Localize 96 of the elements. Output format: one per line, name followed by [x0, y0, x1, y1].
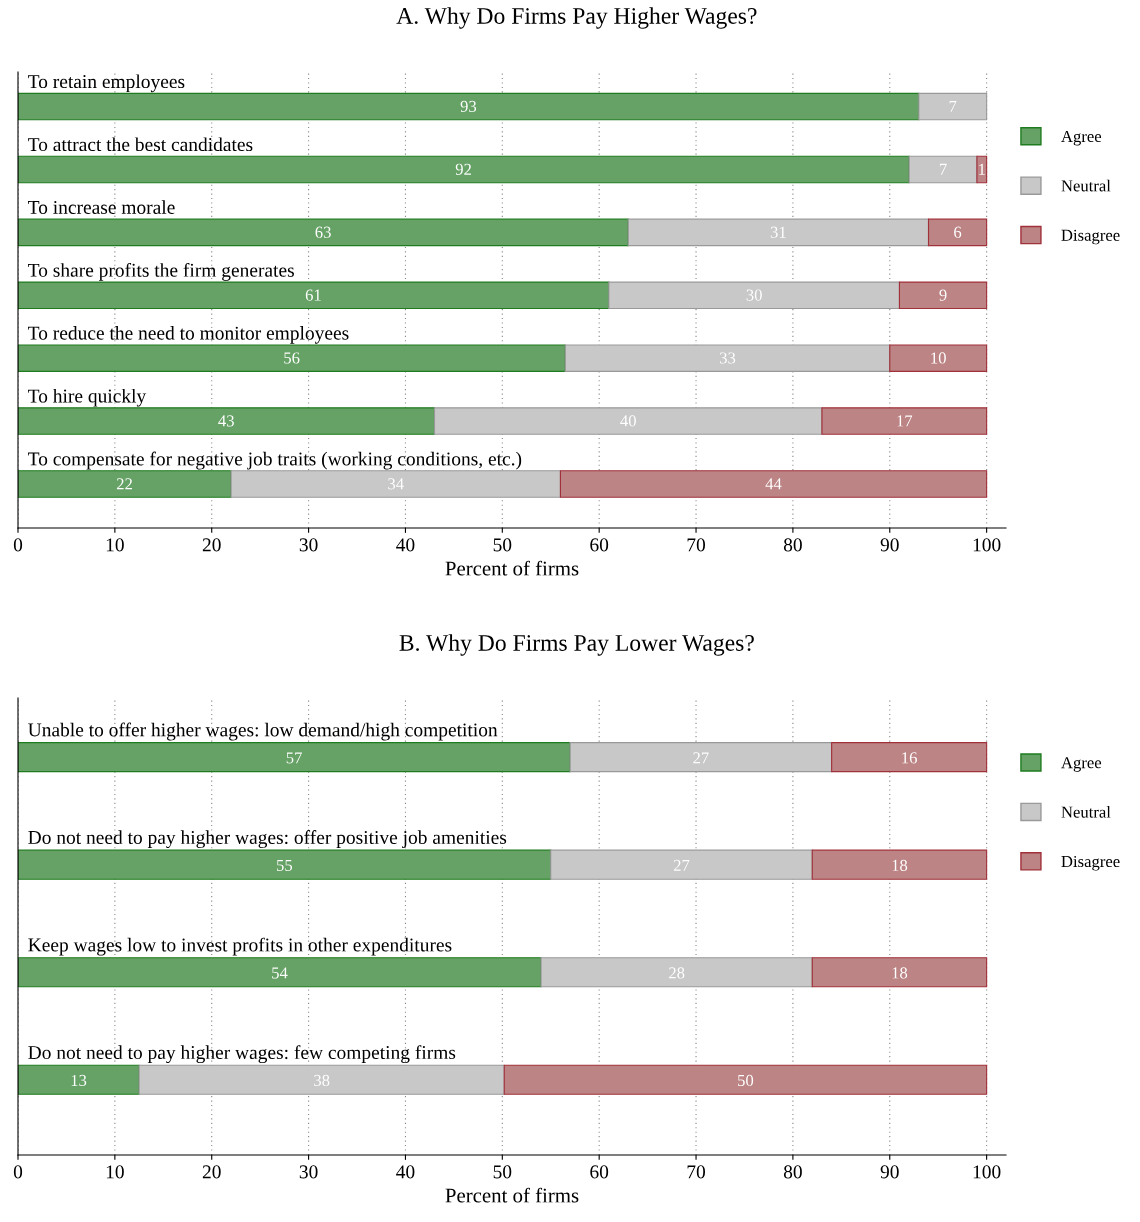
- x-tick-label: 40: [396, 1165, 415, 1179]
- y-tick-label: To compensate for negative job traits (working conditions, etc.): [28, 451, 522, 470]
- bar: [18, 470, 232, 498]
- data-label: 22: [116, 478, 132, 490]
- bar: [559, 470, 988, 498]
- chart-title: A. Why Do Firms Pay Higher Wages?: [396, 7, 757, 29]
- bar: [569, 742, 833, 773]
- data-label: 57: [286, 752, 302, 764]
- bar: [540, 957, 813, 988]
- x-tick-label: 30: [299, 1165, 318, 1179]
- bar: [627, 218, 930, 247]
- bar: [918, 92, 988, 121]
- x-tick-label: 10: [106, 1165, 124, 1179]
- data-label: 43: [218, 415, 234, 427]
- y-tick-label: To retain employees: [28, 74, 185, 93]
- x-tick-label: 60: [590, 1165, 609, 1179]
- x-tick-label: 80: [783, 538, 802, 552]
- bar: [927, 218, 988, 247]
- bar: [811, 957, 988, 988]
- bar: [898, 281, 988, 310]
- data-label: 10: [931, 352, 946, 364]
- bar: [18, 407, 436, 435]
- x-tick-label: 50: [493, 1165, 512, 1179]
- chart-title: B. Why Do Firms Pay Lower Wages?: [399, 634, 754, 656]
- y-tick-label: To attract the best candidates: [28, 137, 253, 152]
- bar: [811, 849, 988, 880]
- data-label: 55: [277, 859, 293, 871]
- bar: [18, 849, 552, 880]
- data-label: 6: [954, 226, 962, 238]
- data-label: 18: [892, 967, 908, 979]
- y-tick-label: Keep wages low to invest profits in other expenditures: [28, 937, 452, 956]
- legend-label: Disagree: [1061, 229, 1120, 245]
- bar: [18, 155, 910, 184]
- x-tick-label: 20: [202, 538, 221, 552]
- data-label: 56: [284, 352, 300, 364]
- data-label: 54: [272, 967, 288, 979]
- data-label: 18: [892, 859, 908, 871]
- legend-label: Neutral: [1061, 805, 1111, 818]
- bar: [889, 344, 988, 372]
- data-label: 44: [765, 478, 782, 490]
- data-label: 9: [939, 289, 947, 301]
- x-tick-label: 70: [687, 538, 706, 552]
- x-tick-label: 100: [973, 1165, 1001, 1179]
- data-label: 50: [738, 1074, 754, 1087]
- y-tick-label: Do not need to pay higher wages: few competing firms: [28, 1045, 456, 1064]
- x-tick-label: 0: [13, 538, 23, 552]
- x-tick-label: 10: [106, 538, 124, 552]
- data-label: 16: [902, 752, 917, 764]
- x-tick-label: 30: [299, 538, 318, 552]
- bar: [608, 281, 901, 310]
- x-tick-label: 60: [590, 538, 609, 552]
- x-tick-label: 80: [783, 1165, 802, 1179]
- bar: [18, 281, 610, 310]
- legend-label: Agree: [1061, 130, 1102, 146]
- x-tick-label: 50: [493, 538, 512, 552]
- x-tick-label: 20: [202, 1165, 221, 1179]
- data-label: 92: [455, 163, 471, 175]
- bar: [18, 1064, 140, 1095]
- x-tick-label: 0: [13, 1165, 23, 1179]
- legend-label: Disagree: [1061, 855, 1120, 871]
- legend-label: Agree: [1061, 757, 1102, 772]
- y-tick-label: Do not need to pay higher wages: offer positive job amenities: [28, 830, 507, 848]
- x-tick-label: 100: [973, 538, 1001, 552]
- data-label: 13: [71, 1074, 87, 1087]
- bar: [976, 155, 988, 184]
- x-tick-label: 70: [687, 1165, 706, 1179]
- x-tick-label: 90: [880, 538, 899, 552]
- bar: [564, 344, 891, 372]
- x-tick-label: 40: [396, 538, 415, 552]
- bar: [821, 407, 988, 435]
- legend-label: Neutral: [1061, 179, 1111, 192]
- x-axis-title: Percent of firms: [445, 1187, 579, 1203]
- y-tick-label: To increase morale: [28, 200, 175, 214]
- y-tick-label: To reduce the need to monitor employees: [28, 326, 349, 344]
- data-label: 61: [305, 289, 321, 301]
- bar: [18, 344, 566, 372]
- y-tick-label: Unable to offer higher wages: low demand/high competition: [28, 722, 498, 741]
- bar: [18, 218, 629, 247]
- y-tick-label: To hire quickly: [28, 388, 147, 407]
- bar: [18, 957, 542, 988]
- bar: [831, 742, 988, 773]
- bar: [908, 155, 978, 184]
- y-tick-label: To share profits the firm generates: [28, 262, 294, 281]
- bar: [18, 92, 920, 121]
- bar: [503, 1064, 988, 1095]
- bar: [18, 742, 571, 773]
- bar: [433, 407, 823, 435]
- data-label: 93: [460, 100, 477, 113]
- x-tick-label: 90: [880, 1165, 899, 1179]
- x-axis-title: Percent of firms: [445, 560, 579, 576]
- data-label: 1: [979, 163, 985, 175]
- bar: [230, 470, 561, 498]
- data-label: 63: [315, 226, 331, 238]
- bar: [550, 849, 813, 880]
- data-label: 17: [897, 415, 913, 427]
- bar: [138, 1064, 505, 1095]
